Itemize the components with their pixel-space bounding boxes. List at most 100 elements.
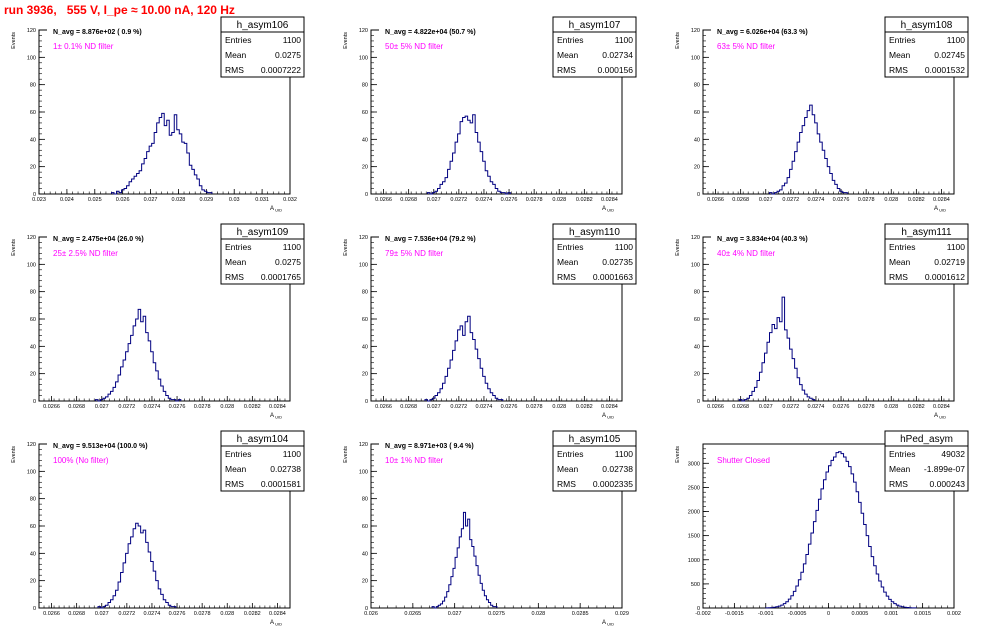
stats-value-mean: 0.02738 (270, 464, 301, 474)
x-axis-label-subscript: UID (274, 415, 282, 420)
stats-label-mean: Mean (557, 257, 579, 267)
stats-label-mean: Mean (225, 50, 247, 60)
y-tick-label: 80 (362, 290, 368, 296)
stats-label-rms: RMS (225, 479, 244, 489)
filter-label: 10± 1% ND filter (385, 456, 444, 465)
histogram-bins (739, 297, 814, 401)
histogram-bin (834, 457, 837, 608)
histogram-bin (864, 525, 867, 608)
y-tick-label: 120 (359, 442, 368, 448)
x-tick-label: 0.0278 (526, 404, 543, 410)
histogram-bin (136, 319, 139, 401)
x-tick-label: 0.028 (884, 197, 898, 203)
x-tick-label: 0.0266 (707, 404, 724, 410)
histogram-bin (841, 454, 844, 608)
x-axis-label-subscript: UID (606, 208, 614, 213)
y-tick-label: 120 (27, 28, 36, 34)
y-tick-label: 60 (694, 110, 700, 116)
x-tick-label: 0.029 (615, 611, 629, 617)
y-axis-label: Events (675, 32, 681, 49)
histogram-bin (818, 499, 821, 608)
stats-title: h_asym104 (237, 434, 289, 445)
stats-label-mean: Mean (225, 464, 247, 474)
histogram-bin (772, 324, 775, 401)
x-tick-label: 0.0266 (375, 404, 392, 410)
stats-label-entries: Entries (889, 35, 915, 45)
x-tick-label: 0.028 (172, 197, 186, 203)
stats-title: h_asym111 (901, 227, 952, 238)
histogram-bin (854, 482, 857, 608)
stats-value-mean: 0.02745 (934, 50, 965, 60)
y-tick-label: 20 (694, 372, 700, 378)
stats-label-entries: Entries (889, 242, 915, 252)
histogram-bin (138, 309, 141, 401)
x-tick-label: 0.026 (116, 197, 130, 203)
histogram-outline (425, 316, 503, 401)
stats-label-entries: Entries (557, 242, 583, 252)
stats-value-mean: 0.02735 (602, 257, 633, 267)
y-tick-label: 60 (30, 110, 36, 116)
x-tick-label: 0.0276 (169, 404, 186, 410)
histogram-bin (813, 522, 816, 608)
x-axis-label: A UID (602, 620, 614, 627)
x-tick-label: 0.0272 (450, 404, 467, 410)
stats-value-entries: 1100 (283, 242, 302, 252)
y-axis-label: Events (11, 239, 17, 256)
y-tick-label: 0 (33, 399, 36, 405)
y-tick-label: 60 (30, 317, 36, 323)
x-axis-label-subscript: UID (938, 415, 946, 420)
stats-label-mean: Mean (225, 257, 247, 267)
x-axis-label: A UID (270, 206, 282, 213)
histogram-bin (466, 526, 468, 608)
x-tick-label: 0.027 (759, 404, 773, 410)
x-tick-label: 0.0274 (144, 611, 161, 617)
stats-value-mean: 0.02719 (934, 257, 965, 267)
x-tick-label: 0.03 (229, 197, 240, 203)
y-tick-label: 0 (365, 399, 368, 405)
histogram-bin (849, 467, 852, 608)
stats-value-rms: 0.0001612 (925, 272, 965, 282)
stats-label-rms: RMS (557, 479, 576, 489)
x-tick-label: 0.0265 (404, 611, 421, 617)
navg-label: N_avg = 4.822e+04 (50.7 %) (385, 29, 476, 36)
histogram-bin (177, 130, 180, 194)
x-tick-label: 0.0266 (43, 404, 60, 410)
y-tick-label: 100 (27, 55, 36, 61)
y-axis-label: Events (675, 239, 681, 256)
stats-label-rms: RMS (557, 272, 576, 282)
histogram-bins (98, 523, 176, 608)
histogram-bin (839, 452, 842, 608)
stats-value-rms: 0.0001765 (261, 272, 301, 282)
y-tick-label: 20 (30, 372, 36, 378)
stats-label-entries: Entries (225, 35, 251, 45)
histogram-outline (95, 309, 180, 401)
filter-label: 100% (No filter) (53, 456, 109, 465)
histogram-bin (179, 134, 182, 194)
histogram-bin (816, 510, 819, 608)
navg-label: N_avg = 2.475e+04 (26.0 %) (53, 236, 144, 243)
y-tick-label: 120 (691, 235, 700, 241)
y-tick-label: 0 (33, 192, 36, 198)
histogram-bin (157, 123, 160, 194)
histogram-bin (141, 533, 144, 608)
x-tick-label: 0.025 (88, 197, 102, 203)
y-axis-label: Events (343, 446, 349, 463)
y-tick-label: 60 (362, 317, 368, 323)
histogram-bin (461, 529, 463, 608)
stats-title: h_asym110 (569, 227, 620, 238)
x-tick-label: 0.0274 (476, 197, 493, 203)
x-axis-label-subscript: UID (938, 208, 946, 213)
y-tick-label: 40 (362, 344, 368, 350)
x-tick-label: 0.028 (220, 404, 234, 410)
x-tick-label: 0.0272 (118, 611, 135, 617)
histogram-bins (432, 512, 497, 608)
histogram-bin (826, 472, 829, 608)
x-tick-label: 0.027 (759, 197, 773, 203)
x-tick-label: 0.0282 (576, 404, 593, 410)
stats-label-rms: RMS (225, 272, 244, 282)
x-axis-label: A UID (602, 206, 614, 213)
